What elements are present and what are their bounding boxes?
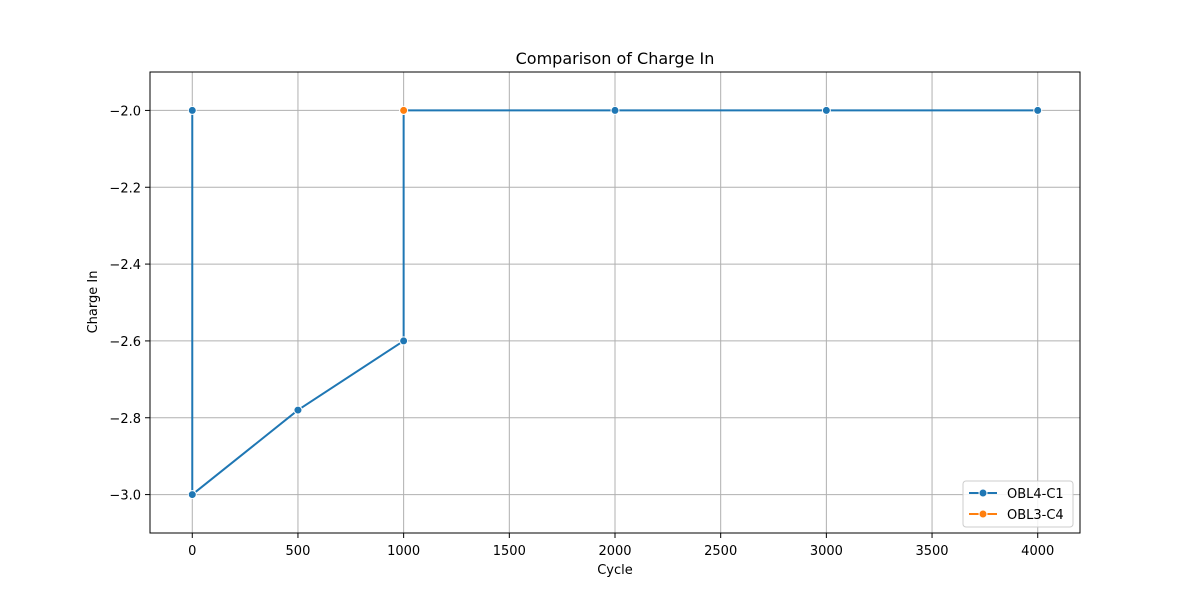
- series-obl4-c1: [187, 105, 1043, 500]
- legend-marker-obl3-c4: [978, 509, 988, 519]
- data-point-obl4-c1: [610, 105, 620, 115]
- axis-ticks: 0 500 1000 1500 2000 2500 3000 3500 4000 −3.0 −2.8…: [109, 104, 1054, 559]
- y-tick-label: −3.0: [109, 489, 141, 504]
- x-tick-label: 3500: [915, 544, 948, 559]
- data-point-obl4-c1: [399, 336, 409, 346]
- x-tick-label: 1500: [493, 544, 526, 559]
- data-point-obl4-c1: [821, 105, 831, 115]
- legend-label-obl4-c1: OBL4-C1: [1007, 487, 1064, 502]
- y-tick-label: −2.2: [109, 181, 141, 196]
- y-axis-label: Charge In: [86, 271, 101, 334]
- y-tick-label: −2.8: [109, 412, 141, 427]
- x-tick-label: 500: [286, 544, 311, 559]
- legend-marker-obl4-c1: [978, 488, 988, 498]
- x-tick-label: 2000: [598, 544, 631, 559]
- y-tick-label: −2.0: [109, 104, 141, 119]
- x-tick-label: 1000: [387, 544, 420, 559]
- x-tick-label: 3000: [810, 544, 843, 559]
- x-axis-label: Cycle: [597, 563, 633, 578]
- data-point-obl4-c1: [1033, 105, 1043, 115]
- x-tick-label: 2500: [704, 544, 737, 559]
- series-obl3-c4: [399, 105, 409, 115]
- y-tick-label: −2.4: [109, 258, 141, 273]
- data-point-obl4-c1: [187, 105, 197, 115]
- data-point-obl4-c1: [293, 405, 303, 415]
- x-tick-label: 4000: [1021, 544, 1054, 559]
- x-tick-label: 0: [188, 544, 196, 559]
- data-point-obl4-c1: [187, 490, 197, 500]
- legend-label-obl3-c4: OBL3-C4: [1007, 508, 1064, 523]
- legend: OBL4-C1 OBL3-C4: [962, 480, 1074, 528]
- series-line-obl4-c1: [191, 109, 1038, 496]
- data-point-obl3-c4: [399, 105, 409, 115]
- chart-title: Comparison of Charge In: [516, 49, 715, 68]
- series-layer: [187, 105, 1043, 500]
- y-tick-label: −2.6: [109, 335, 141, 350]
